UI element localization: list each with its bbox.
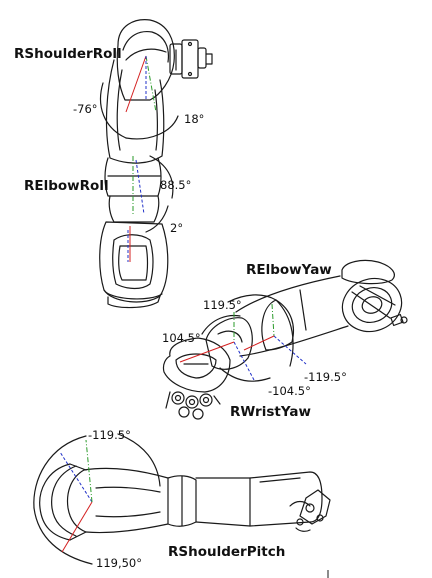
label-elbow-roll: RElbowRoll [24,178,109,194]
angle-elbow-roll-max: 88.5° [160,178,192,192]
angle-elbow-yaw-min: -119.5° [304,370,347,384]
full-arm-top-view [39,463,331,541]
angle-wrist-yaw-min: -104.5° [268,384,311,398]
angle-elbow-yaw-max: 119.5° [203,298,242,312]
angle-shoulder-roll-max: 18° [184,112,205,126]
label-wrist-yaw: RWristYaw [230,404,311,420]
angle-wrist-yaw-max: 104.5° [162,331,201,345]
label-elbow-yaw: RElbowYaw [246,262,332,278]
angle-elbow-roll-min: 2° [170,221,184,235]
angle-shoulder-pitch-min: -119.5° [88,428,131,442]
label-shoulder-pitch: RShoulderPitch [168,544,286,560]
rotation-arcs [33,82,294,565]
angle-shoulder-pitch-max: 119,50° [96,556,142,570]
upper-arm-front-view [99,19,213,309]
label-shoulder-roll: RShoulderRoll [14,46,122,62]
forearm-hand-view [162,259,408,420]
angle-shoulder-roll-min: -76° [73,102,98,116]
axis-lines [59,55,307,553]
